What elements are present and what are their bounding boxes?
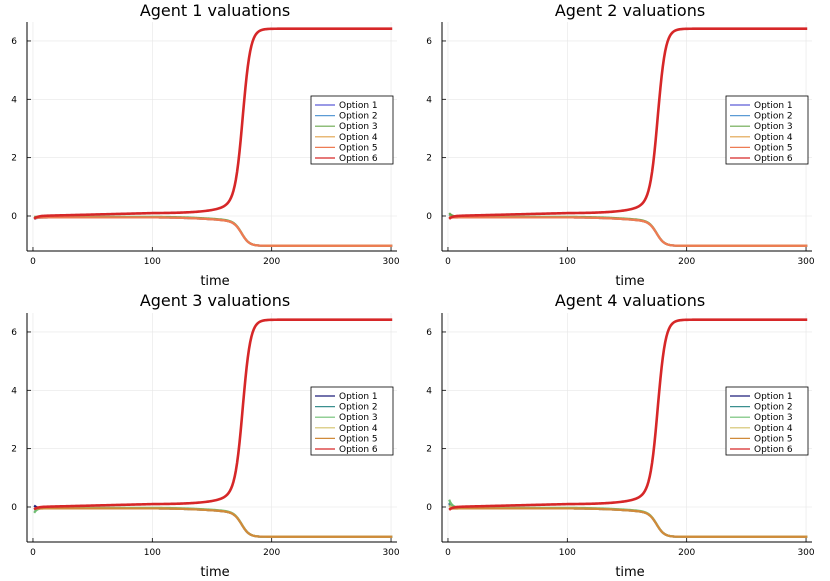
series-line-option-6 bbox=[33, 318, 393, 511]
y-tick-label: 2 bbox=[11, 154, 17, 164]
legend-label: Option 5 bbox=[754, 143, 793, 153]
chart-panel-4: 0 2 4 6 0 100 200 300 Agent 4 valuations time Opti… bbox=[426, 291, 815, 580]
legend-box bbox=[725, 386, 809, 456]
legend-label: Option 3 bbox=[339, 413, 378, 423]
legend-box bbox=[310, 95, 394, 165]
y-tick-label: 2 bbox=[426, 445, 432, 455]
series-line-option-6 bbox=[448, 318, 808, 511]
legend-label: Option 2 bbox=[339, 403, 378, 413]
x-tick-label: 100 bbox=[559, 257, 576, 267]
legend-label: Option 5 bbox=[339, 434, 378, 444]
x-tick-label: 0 bbox=[445, 257, 451, 267]
x-tick-label: 200 bbox=[678, 548, 695, 558]
legend-label: Option 6 bbox=[754, 445, 793, 455]
legend-label: Option 1 bbox=[754, 392, 793, 402]
chart-title: Agent 3 valuations bbox=[140, 291, 290, 310]
x-tick-label: 300 bbox=[797, 548, 814, 558]
series-line-option-2 bbox=[33, 507, 393, 538]
y-tick-label: 6 bbox=[11, 328, 17, 338]
x-tick-label: 300 bbox=[382, 548, 399, 558]
x-axis-label: time bbox=[200, 565, 229, 580]
x-tick-label: 0 bbox=[30, 257, 36, 267]
legend-label: Option 4 bbox=[339, 424, 378, 434]
x-tick-label: 200 bbox=[678, 257, 695, 267]
chart-title: Agent 2 valuations bbox=[555, 1, 705, 20]
series-line-option-5 bbox=[449, 216, 808, 247]
series-line-option-5 bbox=[449, 507, 808, 538]
y-tick-label: 4 bbox=[11, 386, 17, 396]
legend-label: Option 4 bbox=[339, 133, 378, 143]
chart-title: Agent 4 valuations bbox=[555, 291, 705, 310]
x-axis-label: time bbox=[200, 274, 229, 289]
y-tick-label: 0 bbox=[426, 503, 432, 513]
legend-label: Option 5 bbox=[754, 434, 793, 444]
x-tick-label: 100 bbox=[559, 548, 576, 558]
series-line-option-3 bbox=[33, 506, 393, 538]
y-tick-label: 4 bbox=[426, 386, 432, 396]
y-tick-label: 4 bbox=[426, 95, 432, 105]
legend-label: Option 2 bbox=[754, 112, 793, 122]
legend-label: Option 3 bbox=[754, 122, 793, 132]
legend-label: Option 2 bbox=[339, 112, 378, 122]
x-tick-label: 100 bbox=[144, 548, 161, 558]
y-tick-label: 6 bbox=[11, 37, 17, 47]
chart-title: Agent 1 valuations bbox=[140, 1, 290, 20]
y-tick-label: 0 bbox=[426, 212, 432, 222]
x-tick-label: 100 bbox=[144, 257, 161, 267]
y-tick-label: 2 bbox=[11, 445, 17, 455]
series-line-option-3 bbox=[34, 215, 393, 247]
legend-label: Option 6 bbox=[754, 154, 793, 164]
series-line-option-4 bbox=[448, 215, 808, 247]
x-tick-label: 200 bbox=[263, 548, 280, 558]
series-line-option-4 bbox=[34, 507, 393, 538]
series-line-option-6 bbox=[448, 27, 808, 220]
legend-label: Option 4 bbox=[754, 133, 793, 143]
series-line-option-5 bbox=[34, 507, 393, 538]
y-tick-label: 0 bbox=[11, 212, 17, 222]
x-tick-label: 0 bbox=[30, 548, 36, 558]
y-tick-label: 6 bbox=[426, 37, 432, 47]
series-line-option-2 bbox=[34, 216, 393, 247]
legend-label: Option 1 bbox=[339, 392, 378, 402]
series-line-option-1 bbox=[449, 216, 808, 247]
x-tick-label: 200 bbox=[263, 257, 280, 267]
legend-label: Option 4 bbox=[754, 424, 793, 434]
x-tick-label: 0 bbox=[445, 548, 451, 558]
series-line-option-5 bbox=[34, 216, 393, 247]
y-tick-label: 0 bbox=[11, 503, 17, 513]
legend-box bbox=[725, 95, 809, 165]
y-tick-label: 2 bbox=[426, 154, 432, 164]
legend-label: Option 3 bbox=[754, 413, 793, 423]
legend-label: Option 5 bbox=[339, 143, 378, 153]
x-tick-label: 300 bbox=[382, 257, 399, 267]
legend-label: Option 6 bbox=[339, 154, 378, 164]
chart-panel-3: 0 2 4 6 0 100 200 300 Agent 3 valuations time Opti… bbox=[11, 291, 400, 580]
x-axis-label: time bbox=[615, 565, 644, 580]
legend-box bbox=[310, 386, 394, 456]
chart-panel-1: 0 2 4 6 0 100 200 300 Agent 1 valuations time Opti… bbox=[11, 1, 400, 289]
series-line-option-6 bbox=[33, 27, 393, 220]
series-line-option-1 bbox=[33, 216, 393, 247]
chart-panel-2: 0 2 4 6 0 100 200 300 Agent 2 valuations time Opti… bbox=[426, 1, 815, 289]
legend-label: Option 6 bbox=[339, 445, 378, 455]
legend-label: Option 1 bbox=[339, 101, 378, 111]
y-tick-label: 4 bbox=[11, 95, 17, 105]
legend-label: Option 3 bbox=[339, 122, 378, 132]
series-line-option-4 bbox=[33, 216, 393, 247]
legend-label: Option 2 bbox=[754, 403, 793, 413]
x-axis-label: time bbox=[615, 274, 644, 289]
legend-label: Option 1 bbox=[754, 101, 793, 111]
y-tick-label: 6 bbox=[426, 328, 432, 338]
x-tick-label: 300 bbox=[797, 257, 814, 267]
